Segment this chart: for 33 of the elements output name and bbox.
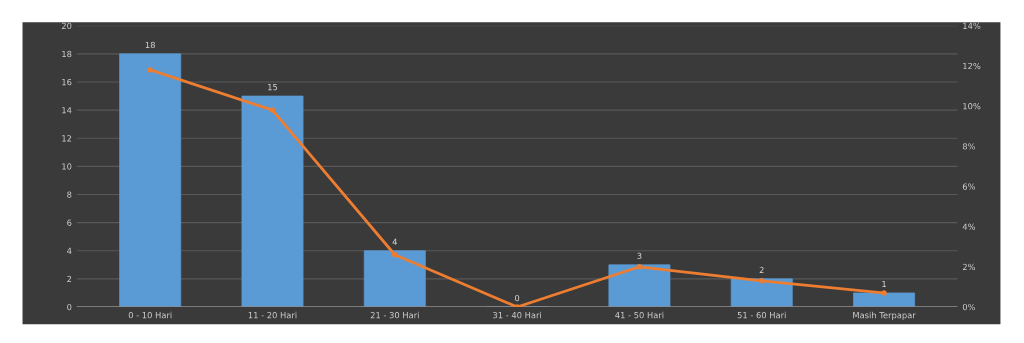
y-tick-label: 16	[62, 78, 72, 86]
data-label: 1	[882, 280, 886, 288]
data-label: 0	[515, 294, 520, 302]
data-label: 2	[759, 266, 764, 273]
y-tick-label: 4	[67, 247, 72, 254]
y2-tick-label: 12%	[963, 62, 981, 70]
x-tick-label: 21 - 30 Hari	[370, 311, 419, 319]
y-tick-label: 6	[67, 219, 72, 226]
x-tick-label: 31 - 40 Hari	[493, 311, 541, 319]
data-label: 18	[145, 41, 155, 49]
data-label: 4	[392, 238, 397, 245]
y-tick-label: 2	[67, 275, 72, 283]
data-label: 3	[637, 252, 642, 260]
y-tick-label: 18	[62, 50, 72, 58]
y-tick-label: 20	[61, 22, 72, 30]
y-tick-label: 0	[67, 303, 72, 311]
y2-tick-label: 6%	[962, 183, 976, 190]
y-tick-label: 10	[62, 163, 72, 170]
y2-tick-label: 10%	[963, 103, 981, 110]
y2-tick-label: 4%	[962, 223, 976, 230]
y2-tick-label: 0%	[962, 303, 976, 311]
y2-tick-label: 2%	[962, 263, 976, 271]
y2-tick-label: 8%	[962, 143, 976, 150]
y-tick-label: 8	[67, 191, 72, 198]
y-tick-label: 12	[62, 135, 72, 142]
x-tick-label: Masih Terpapar	[853, 311, 916, 320]
x-tick-label: 11 - 20 Hari	[248, 311, 297, 319]
x-tick-label: 51 - 60 Hari	[737, 311, 786, 319]
x-tick-label: 41 - 50 Hari	[615, 311, 664, 319]
x-tick-label: 0 - 10 Hari	[128, 311, 172, 319]
y2-tick-label: 14%	[963, 22, 981, 30]
y-tick-label: 14	[62, 107, 72, 114]
data-label: 15	[268, 84, 278, 91]
